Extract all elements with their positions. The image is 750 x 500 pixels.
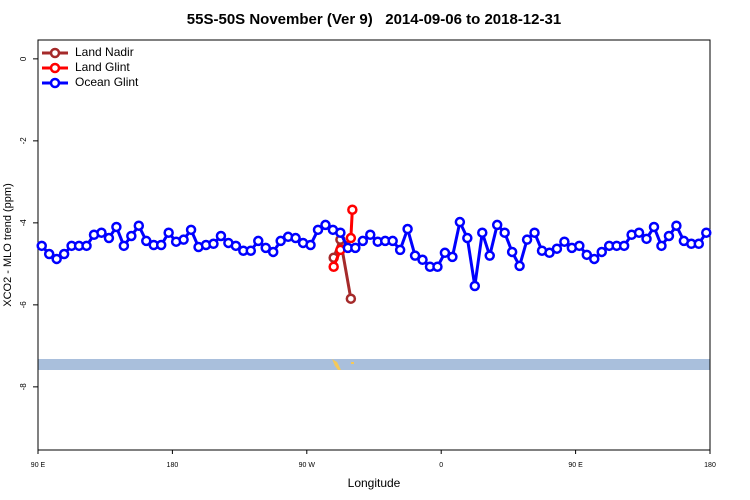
- point: [589, 253, 600, 265]
- land-patch: [332, 359, 341, 370]
- point: [96, 227, 107, 238]
- legend-label: Land Glint: [75, 60, 130, 74]
- point: [454, 216, 466, 228]
- point: [81, 240, 92, 252]
- x-tick-label: 180: [167, 462, 179, 469]
- point: [320, 219, 331, 231]
- point: [409, 250, 421, 261]
- point: [163, 227, 174, 238]
- point: [103, 232, 115, 244]
- chart-title: 55S-50S November (Ver 9) 2014-09-06 to 2…: [187, 11, 561, 28]
- point: [499, 227, 510, 238]
- land-strip: [38, 359, 710, 370]
- point: [596, 246, 607, 258]
- point: [477, 227, 488, 238]
- point: [178, 234, 189, 245]
- x-tick-label: 90 E: [31, 462, 46, 469]
- point: [312, 224, 324, 236]
- point: [693, 238, 705, 250]
- point: [357, 235, 369, 247]
- point: [671, 220, 682, 231]
- point: [253, 235, 264, 247]
- point: [290, 232, 301, 244]
- point: [469, 280, 481, 292]
- point: [305, 239, 316, 251]
- point: [641, 233, 652, 245]
- point: [155, 239, 167, 251]
- point: [58, 248, 70, 260]
- point: [111, 221, 122, 233]
- x-tick-label: 180: [704, 462, 716, 469]
- point: [559, 236, 570, 247]
- point: [215, 230, 227, 242]
- point: [345, 232, 357, 244]
- point: [484, 250, 495, 261]
- point: [514, 260, 525, 272]
- point: [141, 235, 152, 247]
- point: [618, 240, 630, 252]
- point: [118, 240, 130, 252]
- legend-marker: [49, 77, 61, 89]
- point: [267, 246, 279, 258]
- point: [365, 229, 376, 240]
- y-tick-label: -2: [19, 137, 28, 145]
- point: [432, 261, 443, 272]
- point: [506, 246, 518, 258]
- point: [551, 243, 563, 254]
- point: [633, 227, 645, 238]
- legend-label: Land Nadir: [75, 45, 134, 59]
- y-tick-label: -8: [19, 383, 28, 391]
- legend-marker: [49, 47, 61, 59]
- point: [133, 220, 145, 231]
- legend-label: Ocean Glint: [75, 75, 139, 89]
- point: [347, 204, 358, 215]
- point: [43, 248, 55, 260]
- point: [335, 227, 346, 238]
- x-axis-label: Longitude: [348, 476, 401, 490]
- point: [402, 223, 413, 235]
- point: [275, 235, 286, 247]
- point: [387, 235, 398, 247]
- point: [208, 238, 219, 250]
- point: [462, 232, 473, 244]
- point: [701, 227, 712, 238]
- point: [260, 242, 271, 254]
- point: [581, 249, 593, 261]
- land-patch: [351, 362, 354, 364]
- point: [447, 251, 458, 263]
- point: [51, 253, 62, 265]
- point: [529, 227, 540, 238]
- point: [663, 230, 675, 242]
- point: [394, 244, 406, 256]
- point: [544, 247, 555, 259]
- point: [350, 242, 361, 254]
- point: [126, 230, 137, 242]
- point: [36, 240, 47, 252]
- x-tick-label: 0: [439, 462, 443, 469]
- point: [417, 254, 428, 266]
- y-tick-label: -6: [19, 301, 28, 309]
- legend-marker: [49, 62, 61, 74]
- y-tick-label: -4: [19, 219, 28, 227]
- point: [328, 261, 339, 272]
- x-tick-label: 90 W: [299, 462, 316, 469]
- point: [345, 293, 357, 304]
- point: [521, 234, 533, 245]
- point: [574, 240, 585, 252]
- point: [656, 240, 667, 252]
- point: [439, 247, 451, 259]
- y-tick-label: 0: [19, 56, 28, 61]
- point: [491, 219, 503, 231]
- x-tick-label: 90 E: [568, 462, 583, 469]
- point: [648, 221, 660, 233]
- point: [245, 245, 257, 256]
- point: [185, 224, 197, 236]
- y-axis-label: XCO2 - MLO trend (ppm): [2, 183, 14, 306]
- point: [230, 240, 242, 252]
